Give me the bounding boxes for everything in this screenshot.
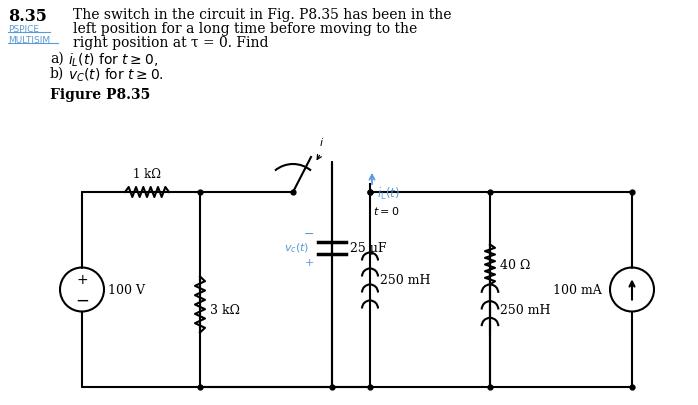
Text: +: + xyxy=(76,273,88,287)
Text: MULTISIM: MULTISIM xyxy=(8,36,50,45)
Text: −: − xyxy=(75,291,89,309)
Text: 250 mH: 250 mH xyxy=(380,273,431,286)
Text: right position at τ = 0. Find: right position at τ = 0. Find xyxy=(73,36,269,50)
Text: $i$: $i$ xyxy=(319,136,324,148)
Text: $t = 0$: $t = 0$ xyxy=(373,205,399,216)
Text: 1 kΩ: 1 kΩ xyxy=(133,168,161,181)
Text: 100 V: 100 V xyxy=(108,284,145,296)
Text: b): b) xyxy=(50,67,64,81)
Text: Figure P8.35: Figure P8.35 xyxy=(50,88,150,102)
Text: 25 μF: 25 μF xyxy=(350,241,386,254)
Text: 3 kΩ: 3 kΩ xyxy=(210,303,240,316)
Text: +: + xyxy=(305,257,315,267)
Text: $i_L(t)$ for $t \geq 0$,: $i_L(t)$ for $t \geq 0$, xyxy=(68,52,158,69)
Text: −: − xyxy=(304,228,315,241)
Text: left position for a long time before moving to the: left position for a long time before mov… xyxy=(73,22,417,36)
Text: 8.35: 8.35 xyxy=(8,8,47,25)
Text: $i_\mathrm{L}(t)$: $i_\mathrm{L}(t)$ xyxy=(377,185,400,202)
Text: $v_C(t)$ for $t \geq 0$.: $v_C(t)$ for $t \geq 0$. xyxy=(68,67,164,84)
Text: The switch in the circuit in Fig. P8.35 has been in the: The switch in the circuit in Fig. P8.35 … xyxy=(73,8,452,22)
Text: 40 Ω: 40 Ω xyxy=(500,258,530,271)
Text: PSPICE: PSPICE xyxy=(8,25,39,34)
Text: a): a) xyxy=(50,52,64,66)
Text: 250 mH: 250 mH xyxy=(500,303,551,316)
Text: 100 mA: 100 mA xyxy=(554,284,602,296)
Text: $v_c(t)$: $v_c(t)$ xyxy=(284,241,309,255)
